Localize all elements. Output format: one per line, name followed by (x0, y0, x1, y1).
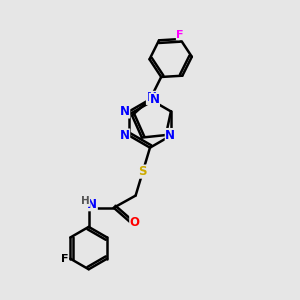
Text: F: F (176, 30, 184, 40)
Text: N: N (87, 198, 97, 211)
Text: H: H (81, 196, 90, 206)
Text: N: N (165, 128, 175, 142)
Text: N: N (149, 93, 159, 106)
Text: O: O (130, 216, 140, 229)
Text: N: N (120, 105, 130, 118)
Text: N: N (146, 92, 157, 104)
Text: F: F (61, 254, 68, 264)
Text: N: N (120, 129, 130, 142)
Text: S: S (139, 165, 147, 178)
